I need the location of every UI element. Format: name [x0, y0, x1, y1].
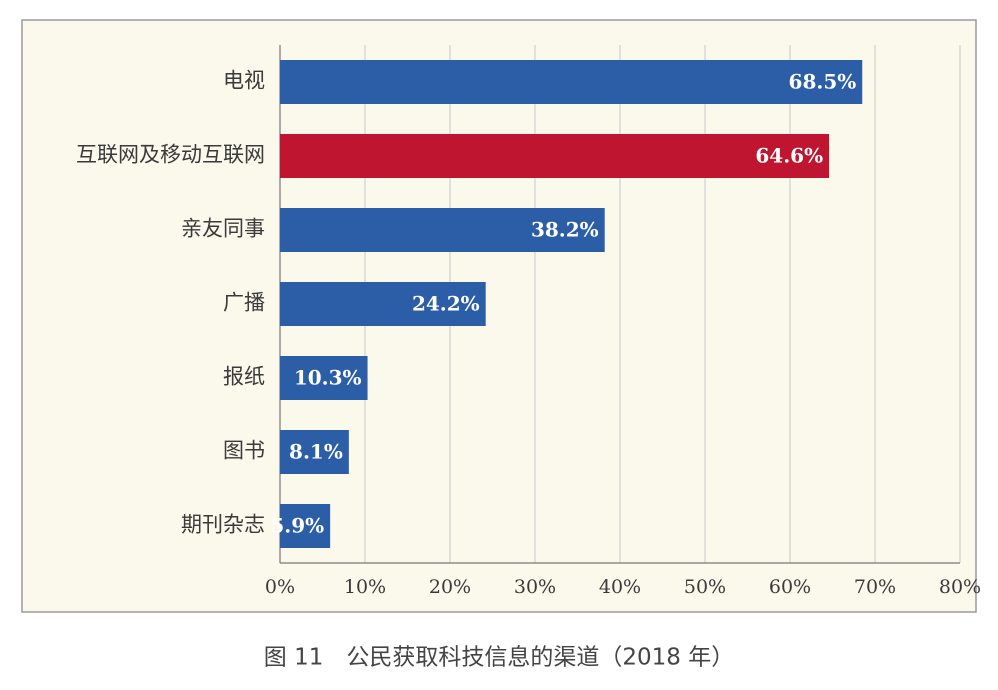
value-label: 8.1% — [289, 440, 343, 464]
y-tick-label: 广播 — [223, 291, 265, 315]
bar — [280, 208, 605, 252]
value-label: 64.6% — [755, 144, 823, 168]
value-label: 10.3% — [294, 366, 362, 390]
x-tick-label: 50% — [684, 576, 726, 598]
x-tick-label: 0% — [265, 576, 295, 598]
value-label: 5.9% — [270, 514, 324, 538]
y-tick-label: 期刊杂志 — [181, 513, 265, 537]
bar — [280, 504, 331, 548]
bar — [280, 356, 368, 400]
value-label: 24.2% — [412, 292, 480, 316]
x-tick-label: 80% — [939, 576, 981, 598]
y-tick-label: 电视 — [223, 69, 265, 93]
chart-title: 图 11 公民获取科技信息的渠道（2018 年） — [264, 645, 734, 671]
chart-frame — [21, 19, 977, 613]
value-label: 38.2% — [531, 218, 599, 242]
x-tick-label: 40% — [599, 576, 641, 598]
x-tick-label: 60% — [769, 576, 811, 598]
y-tick-label: 互联网及移动互联网 — [76, 143, 265, 167]
y-tick-label: 亲友同事 — [181, 217, 265, 241]
y-tick-label: 图书 — [223, 439, 265, 463]
y-tick-label: 报纸 — [223, 365, 265, 389]
x-tick-label: 30% — [514, 576, 556, 598]
bar — [280, 282, 486, 326]
bar — [280, 60, 863, 104]
bar — [280, 430, 349, 474]
x-tick-label: 70% — [854, 576, 896, 598]
bar — [280, 134, 830, 178]
x-tick-label: 20% — [429, 576, 471, 598]
x-tick-label: 10% — [344, 576, 386, 598]
value-label: 68.5% — [789, 70, 857, 94]
